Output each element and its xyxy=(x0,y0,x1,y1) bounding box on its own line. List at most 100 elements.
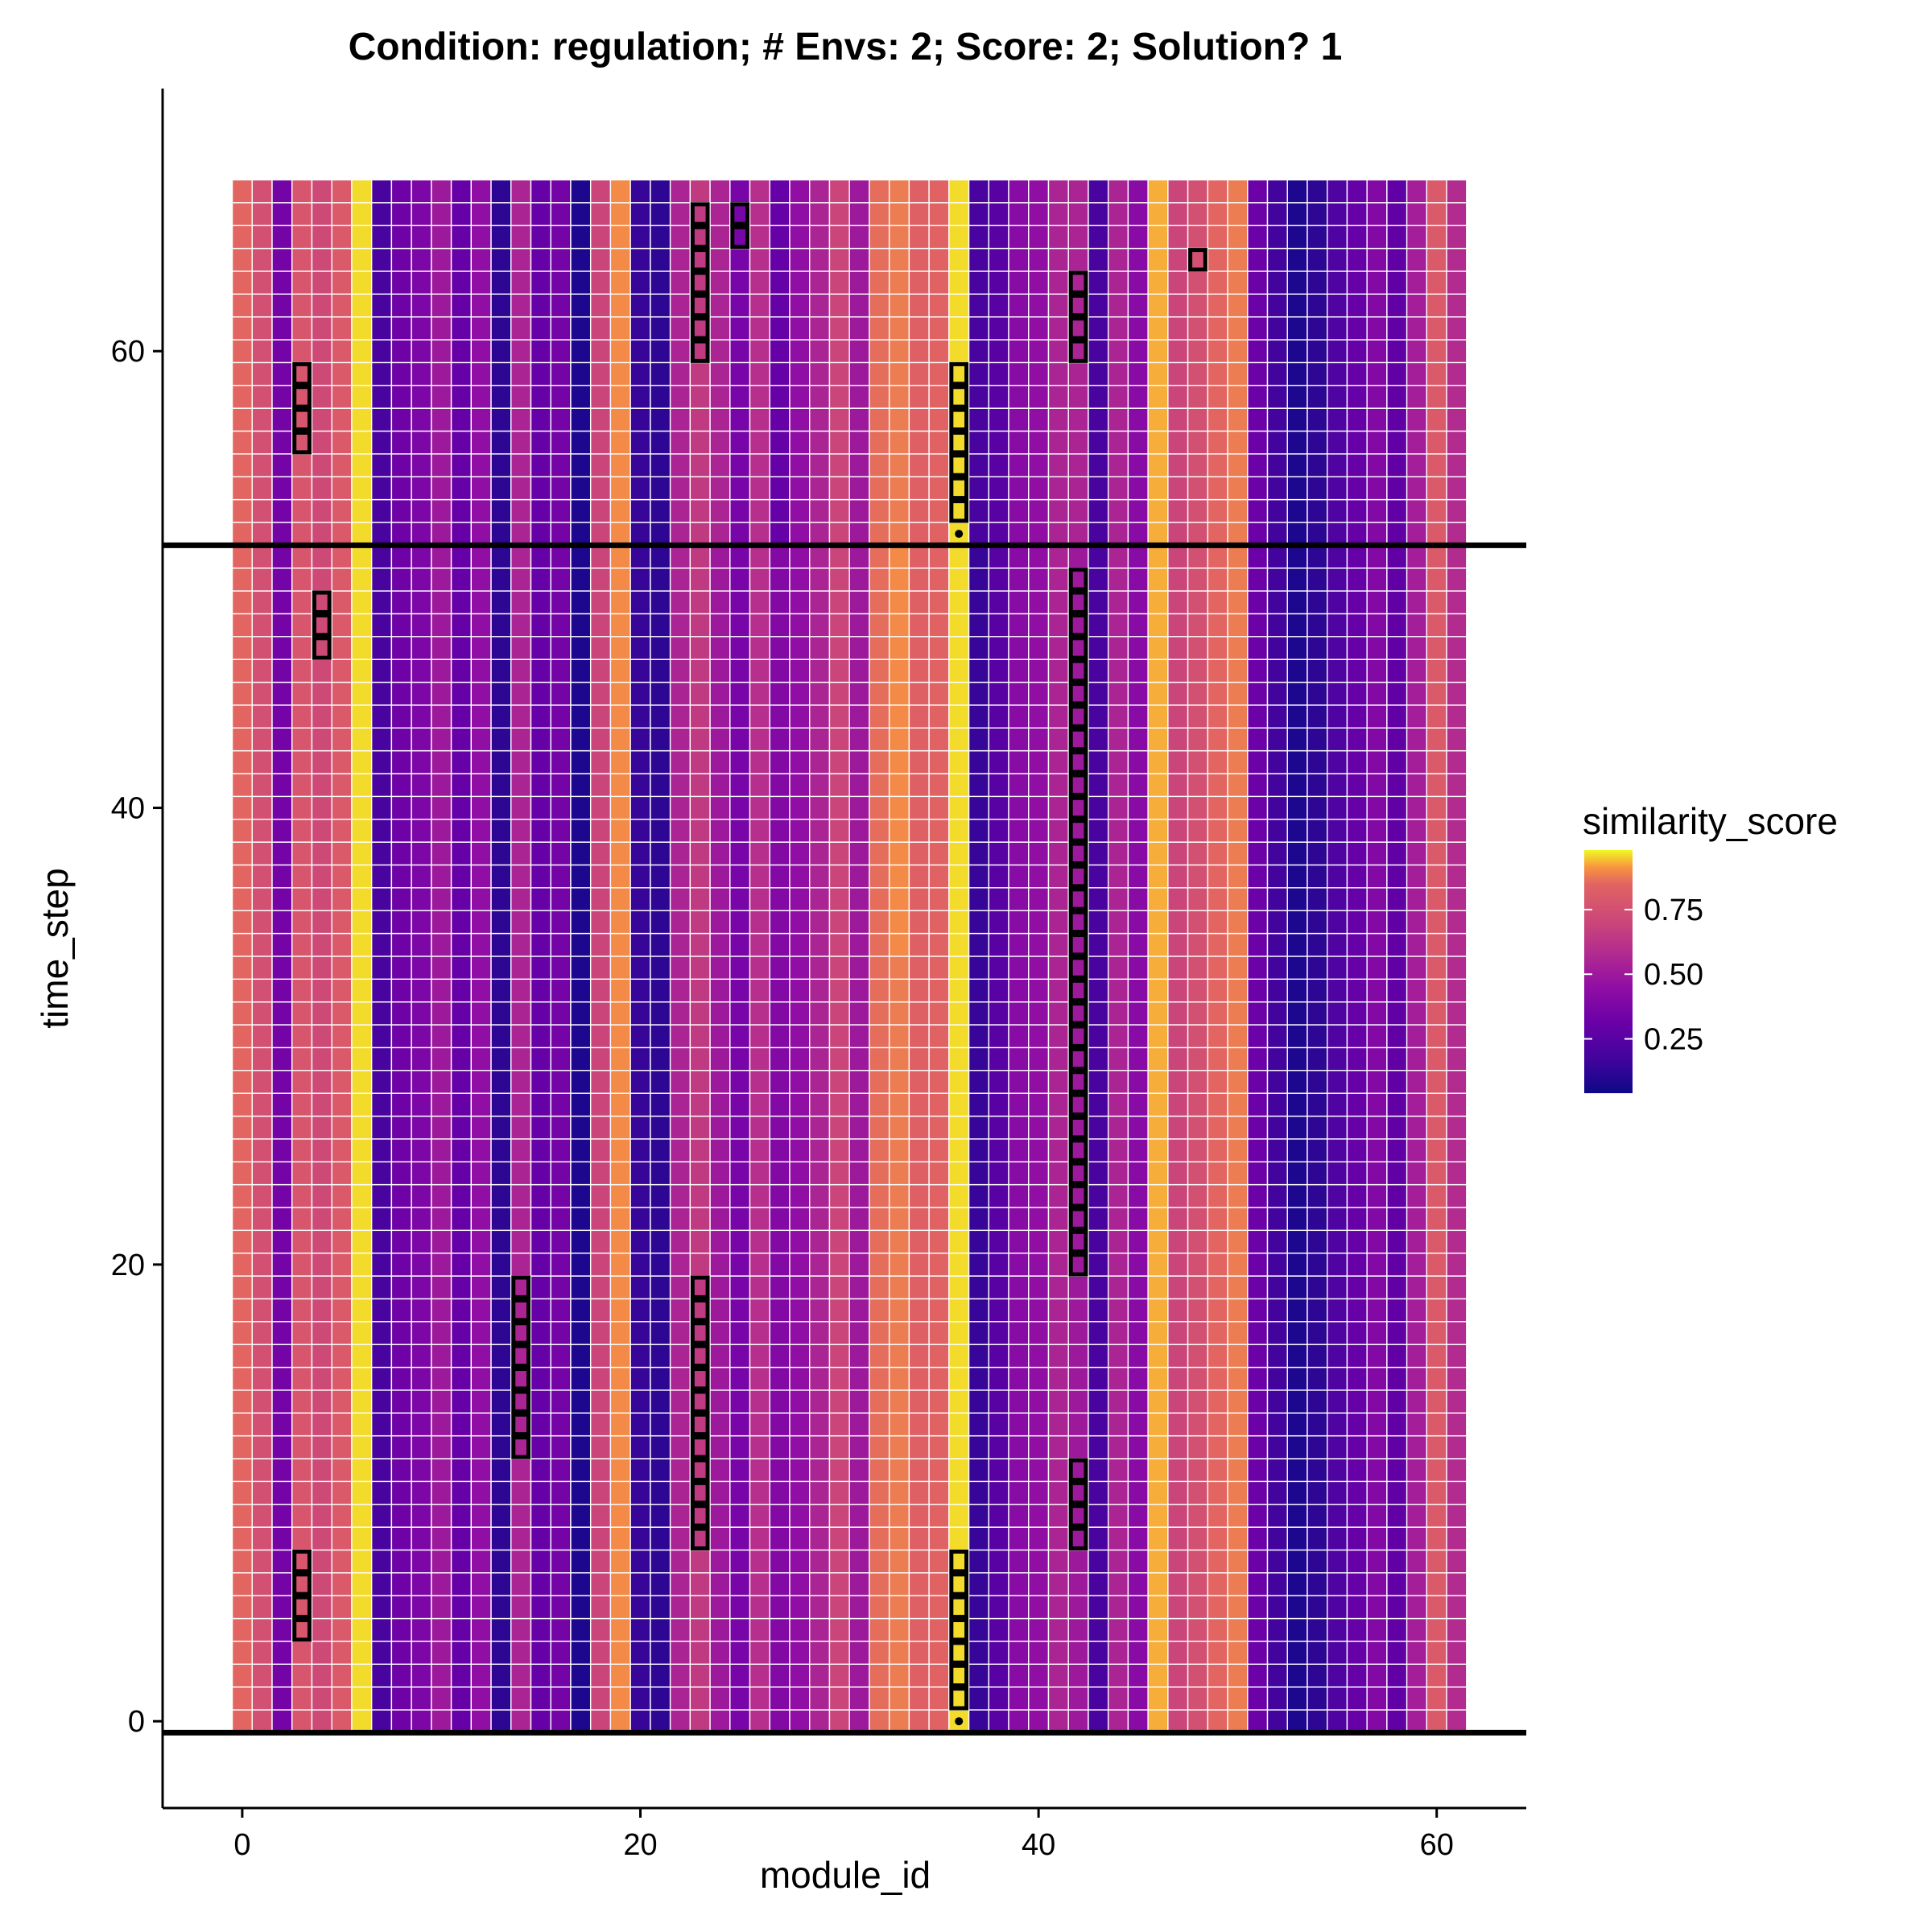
heatmap-cell xyxy=(948,1366,970,1391)
heatmap-cell xyxy=(530,887,551,911)
heatmap-cell xyxy=(490,910,512,935)
heatmap-cell xyxy=(510,1183,532,1208)
heatmap-cell xyxy=(411,864,432,889)
heatmap-cell xyxy=(550,1526,572,1551)
heatmap-cell xyxy=(1147,1504,1169,1528)
heatmap-cell xyxy=(928,1686,950,1711)
heatmap-cell xyxy=(848,1595,870,1620)
heatmap-cell xyxy=(470,658,492,683)
heatmap-cell xyxy=(1266,1504,1288,1528)
heatmap-cell xyxy=(589,385,612,409)
heatmap-cell xyxy=(271,841,293,866)
heatmap-cell xyxy=(1247,453,1269,477)
heatmap-cell xyxy=(550,1207,572,1232)
heatmap-cell xyxy=(1008,1572,1030,1596)
heatmap-cell xyxy=(271,1663,293,1688)
heatmap-cell xyxy=(1088,361,1109,386)
heatmap-cell xyxy=(231,1595,253,1620)
heatmap-cell xyxy=(809,1435,831,1459)
heatmap-cell xyxy=(370,1458,393,1483)
heatmap-cell xyxy=(1008,795,1030,820)
heatmap-cell xyxy=(1008,1070,1030,1094)
heatmap-cell xyxy=(1167,658,1189,683)
heatmap-cell xyxy=(869,202,890,226)
heatmap-cell xyxy=(589,1617,612,1642)
heatmap-cell xyxy=(630,568,651,592)
heatmap-cell xyxy=(1346,522,1368,547)
heatmap-cell xyxy=(390,339,412,364)
heatmap-cell xyxy=(1088,498,1109,523)
heatmap-cell xyxy=(848,1092,870,1117)
heatmap-cell xyxy=(589,727,612,752)
heatmap-cell xyxy=(490,1344,512,1368)
heatmap-cell xyxy=(291,1686,313,1711)
heatmap-cell xyxy=(411,430,432,455)
heatmap-cell xyxy=(331,225,353,250)
heatmap-cell xyxy=(650,453,671,477)
heatmap-cell xyxy=(1426,1480,1447,1505)
heatmap-cell xyxy=(490,1298,512,1323)
heatmap-cell xyxy=(550,1572,572,1596)
heatmap-cell xyxy=(769,247,791,272)
heatmap-cell xyxy=(251,910,273,935)
heatmap-cell xyxy=(431,704,452,729)
heatmap-cell xyxy=(928,1161,950,1186)
heatmap-cell xyxy=(1147,270,1169,295)
heatmap-cell xyxy=(1147,339,1169,364)
heatmap-cell xyxy=(490,1526,512,1551)
heatmap-cell xyxy=(968,1138,989,1162)
heatmap-cell xyxy=(251,1298,273,1323)
heatmap-cell xyxy=(1386,956,1408,980)
heatmap-cell xyxy=(1088,1526,1109,1551)
highlight-box xyxy=(730,202,750,226)
heatmap-cell xyxy=(370,1595,393,1620)
heatmap-cell xyxy=(1446,339,1468,364)
heatmap-cell xyxy=(1307,1229,1328,1254)
heatmap-cell xyxy=(291,202,313,226)
heatmap-cell xyxy=(689,1161,711,1186)
heatmap-cell xyxy=(1147,407,1169,432)
y-axis-title: time_step xyxy=(34,868,76,1028)
heatmap-cell xyxy=(869,841,890,866)
heatmap-cell xyxy=(450,819,473,843)
legend-title: similarity_score xyxy=(1583,800,1838,842)
heatmap-cell xyxy=(828,1595,850,1620)
heatmap-cell xyxy=(390,202,412,226)
heatmap-cell xyxy=(1286,1458,1308,1483)
heatmap-cell xyxy=(1406,430,1428,455)
heatmap-cell xyxy=(370,1641,393,1665)
heatmap-cell xyxy=(1147,316,1169,341)
heatmap-cell xyxy=(908,1229,930,1254)
highlight-box xyxy=(1068,1504,1088,1528)
heatmap-cell xyxy=(510,453,532,477)
heatmap-cell xyxy=(669,1138,691,1162)
heatmap-cell xyxy=(848,1549,870,1574)
heatmap-cell xyxy=(1187,453,1209,477)
heatmap-cell xyxy=(1067,476,1089,501)
heatmap-cell xyxy=(1247,636,1269,660)
heatmap-cell xyxy=(709,1161,731,1186)
heatmap-cell xyxy=(271,568,293,592)
heatmap-cell xyxy=(769,1024,791,1049)
heatmap-cell xyxy=(869,1138,890,1162)
heatmap-cell xyxy=(689,385,711,409)
heatmap-cell xyxy=(1127,476,1149,501)
heatmap-cell xyxy=(908,613,930,638)
heatmap-cell xyxy=(869,773,890,798)
heatmap-cell xyxy=(1406,1024,1428,1049)
heatmap-cell xyxy=(470,225,492,250)
heatmap-cell xyxy=(1207,316,1228,341)
heatmap-cell xyxy=(948,704,970,729)
heatmap-cell xyxy=(1187,1046,1209,1071)
heatmap-cell xyxy=(589,636,612,660)
heatmap-cell xyxy=(1247,522,1269,547)
heatmap-cell xyxy=(1047,590,1069,615)
heatmap-cell xyxy=(630,658,651,683)
heatmap-cell xyxy=(1028,681,1050,706)
heatmap-cell xyxy=(450,339,473,364)
heatmap-cell xyxy=(650,727,671,752)
highlight-box xyxy=(690,1458,710,1482)
heatmap-cell xyxy=(231,361,253,386)
heatmap-cell xyxy=(1406,636,1428,660)
heatmap-cell xyxy=(431,658,452,683)
